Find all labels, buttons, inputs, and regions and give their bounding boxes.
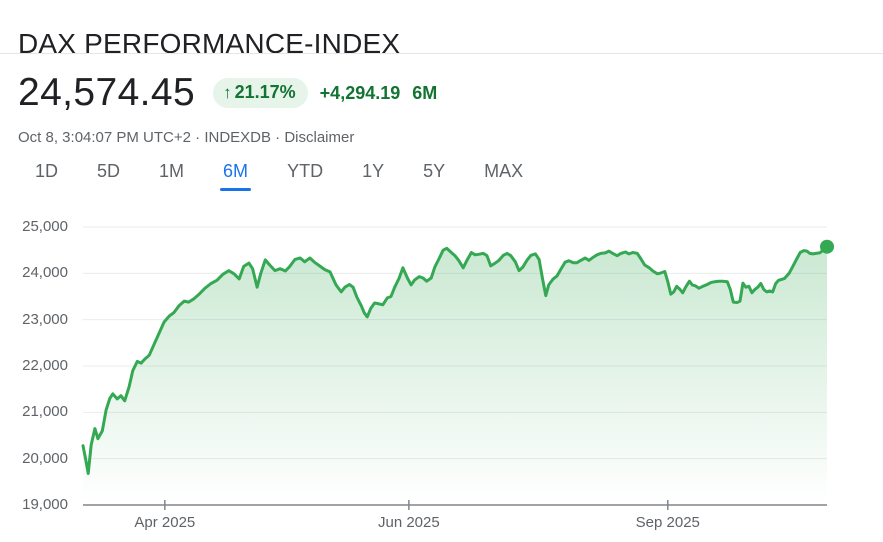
tab-1d[interactable]: 1D xyxy=(35,161,59,181)
tab-1m[interactable]: 1M xyxy=(159,161,185,181)
price-line xyxy=(81,245,829,475)
y-axis-label: 20,000 xyxy=(22,449,68,467)
tab-5y[interactable]: 5Y xyxy=(423,161,446,181)
y-axis-label: 25,000 xyxy=(22,218,68,235)
tab-max[interactable]: MAX xyxy=(484,161,524,181)
x-axis-label: Apr 2025 xyxy=(134,514,196,531)
tab-1y[interactable]: 1Y xyxy=(362,161,385,181)
tab-6m[interactable]: 6M xyxy=(220,161,252,191)
quote-meta: Oct 8, 3:04:07 PM UTC+2 · INDEXDB · Disc… xyxy=(18,129,354,146)
latest-price-dot xyxy=(820,239,834,254)
chart-svg[interactable] xyxy=(0,205,883,542)
y-axis-label: 22,000 xyxy=(22,357,68,374)
tab-ytd[interactable]: YTD xyxy=(287,161,324,181)
price-area-fill xyxy=(83,246,827,505)
change-percent-value: 21.17% xyxy=(234,82,296,102)
y-axis-label: 19,000 xyxy=(22,496,68,513)
y-axis-label: 23,000 xyxy=(22,310,68,328)
range-tabs: 1D 5D 1M 6M YTD 1Y 5Y MAX xyxy=(35,161,523,191)
price-chart[interactable]: 25,000 24,000 23,000 22,000 21,000 20,000 19,0… xyxy=(0,205,883,542)
y-axis-label: 21,000 xyxy=(22,403,68,421)
change-percent-badge: ↑ 21.17% xyxy=(213,78,308,108)
header-divider xyxy=(0,53,883,54)
change-absolute: +4,294.19 6M xyxy=(320,83,438,104)
x-axis-label: Sep 2025 xyxy=(635,514,700,531)
y-axis-label: 24,000 xyxy=(22,264,68,282)
arrow-up-icon: ↑ xyxy=(223,83,232,102)
quote-timestamp: Oct 8, 3:04:07 PM UTC+2 · INDEXDB · xyxy=(18,129,281,146)
x-axis-label: Jun 2025 xyxy=(377,514,440,531)
disclaimer-link[interactable]: Disclaimer xyxy=(284,129,355,146)
change-absolute-value: +4,294.19 xyxy=(319,82,401,103)
page-title: DAX PERFORMANCE-INDEX xyxy=(18,27,401,59)
change-period-label: 6M xyxy=(412,82,438,103)
price-row: 24,574.45 ↑ 21.17% +4,294.19 6M xyxy=(18,71,437,115)
tab-5d[interactable]: 5D xyxy=(97,161,121,181)
current-price: 24,574.45 xyxy=(18,71,196,114)
